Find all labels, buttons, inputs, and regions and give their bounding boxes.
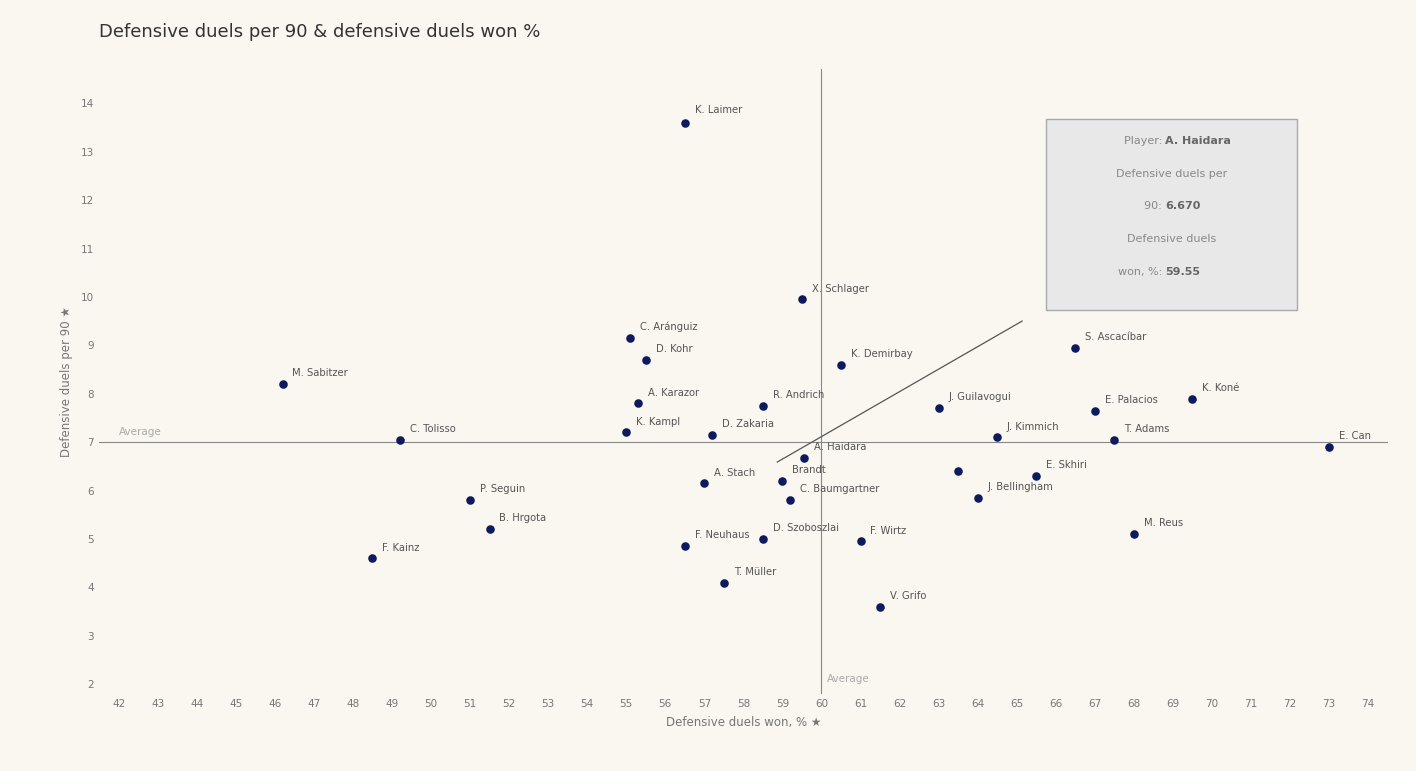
Point xyxy=(779,494,801,507)
Point xyxy=(830,359,852,371)
Text: Average: Average xyxy=(827,674,869,684)
Text: K. Kampl: K. Kampl xyxy=(636,416,680,426)
Point xyxy=(388,433,411,446)
Point xyxy=(634,354,657,366)
Text: D. Szoboszlai: D. Szoboszlai xyxy=(773,524,838,534)
Text: P. Seguin: P. Seguin xyxy=(480,484,525,494)
Point xyxy=(986,431,1008,443)
Text: X. Schlager: X. Schlager xyxy=(811,284,869,294)
Text: 6.670: 6.670 xyxy=(1165,201,1201,211)
Text: S. Ascacíbar: S. Ascacíbar xyxy=(1085,332,1147,342)
Text: C. Aránguiz: C. Aránguiz xyxy=(640,322,698,332)
Text: E. Skhiri: E. Skhiri xyxy=(1046,460,1087,470)
Point xyxy=(674,116,697,129)
Text: K. Koné: K. Koné xyxy=(1202,382,1239,392)
Point xyxy=(1103,433,1126,446)
Text: A. Haidara: A. Haidara xyxy=(1165,136,1232,146)
Text: Defensive duels per: Defensive duels per xyxy=(1116,169,1228,179)
Point xyxy=(619,332,641,344)
Text: F. Neuhaus: F. Neuhaus xyxy=(695,530,749,540)
Text: J. Guilavogui: J. Guilavogui xyxy=(949,392,1011,402)
Text: Defensive duels per 90 & defensive duels won %: Defensive duels per 90 & defensive duels… xyxy=(99,23,541,41)
Point xyxy=(772,475,794,487)
Point xyxy=(459,494,481,507)
Text: Defensive duels: Defensive duels xyxy=(1127,234,1216,244)
Point xyxy=(927,402,950,415)
Point xyxy=(1318,441,1341,453)
Text: K. Demirbay: K. Demirbay xyxy=(851,349,912,359)
Point xyxy=(947,465,970,477)
Point xyxy=(966,492,988,504)
Text: V. Grifo: V. Grifo xyxy=(889,591,926,601)
Text: T. Adams: T. Adams xyxy=(1124,424,1170,434)
Text: A. Karazor: A. Karazor xyxy=(647,388,700,398)
Text: Average: Average xyxy=(119,427,161,437)
Text: E. Palacios: E. Palacios xyxy=(1104,395,1157,405)
Point xyxy=(272,378,295,390)
Point xyxy=(701,429,724,441)
Text: M. Reus: M. Reus xyxy=(1144,518,1182,528)
Text: D. Kohr: D. Kohr xyxy=(656,344,692,354)
Text: B. Hrgota: B. Hrgota xyxy=(500,513,547,524)
Point xyxy=(1181,392,1204,405)
Point xyxy=(615,426,637,439)
Text: K. Laimer: K. Laimer xyxy=(695,106,742,116)
Text: F. Kainz: F. Kainz xyxy=(382,543,419,553)
Text: F. Wirtz: F. Wirtz xyxy=(871,526,906,536)
Point xyxy=(479,524,501,536)
Text: E. Can: E. Can xyxy=(1340,431,1371,441)
Point xyxy=(712,577,735,589)
Point xyxy=(752,399,775,412)
Point xyxy=(869,601,892,613)
Text: J. Kimmich: J. Kimmich xyxy=(1007,422,1059,432)
Point xyxy=(1025,470,1048,482)
Text: A. Stach: A. Stach xyxy=(714,467,755,477)
Text: A. Haidara: A. Haidara xyxy=(814,443,867,453)
Point xyxy=(752,533,775,545)
Text: Player:: Player: xyxy=(1124,136,1165,146)
Text: won, %:: won, %: xyxy=(1117,267,1165,277)
Text: C. Baumgartner: C. Baumgartner xyxy=(800,484,879,494)
Text: R. Andrich: R. Andrich xyxy=(773,390,824,400)
Point xyxy=(674,540,697,552)
Point xyxy=(1083,405,1106,417)
Text: 90:: 90: xyxy=(1144,201,1165,211)
Point xyxy=(1063,342,1086,354)
Text: C. Tolisso: C. Tolisso xyxy=(409,424,456,434)
Text: 59.55: 59.55 xyxy=(1165,267,1201,277)
FancyBboxPatch shape xyxy=(1046,120,1297,310)
Point xyxy=(790,293,813,305)
Text: J. Bellingham: J. Bellingham xyxy=(987,482,1054,492)
Point xyxy=(1123,528,1146,540)
Point xyxy=(850,535,872,547)
Text: D. Zakaria: D. Zakaria xyxy=(722,419,775,429)
Point xyxy=(627,397,650,409)
Text: M. Sabitzer: M. Sabitzer xyxy=(292,369,348,379)
Y-axis label: Defensive duels per 90 ★: Defensive duels per 90 ★ xyxy=(61,306,74,457)
X-axis label: Defensive duels won, % ★: Defensive duels won, % ★ xyxy=(666,716,821,729)
Text: T. Müller: T. Müller xyxy=(733,567,776,577)
Point xyxy=(793,452,816,464)
Text: Brandt: Brandt xyxy=(792,465,826,475)
Point xyxy=(361,552,384,564)
Point xyxy=(692,477,715,490)
